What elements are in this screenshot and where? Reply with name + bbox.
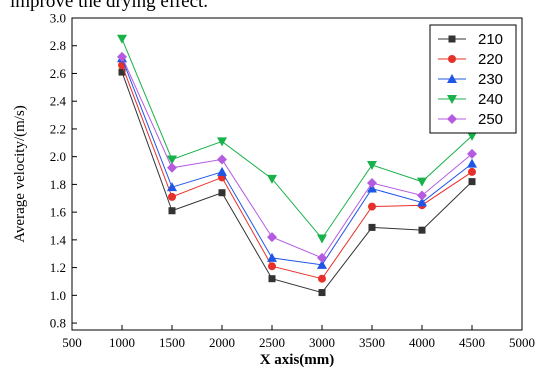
series-230 (117, 53, 477, 269)
y-axis-title: Average velocity/(m/s) (12, 105, 28, 243)
data-point-230 (217, 166, 227, 176)
data-point-230 (317, 259, 327, 269)
y-tick-label: 1.4 (50, 232, 67, 247)
data-point-240 (267, 174, 277, 184)
data-point-240 (417, 177, 427, 187)
x-tick-label: 5000 (509, 335, 535, 350)
y-tick-label: 2.2 (50, 121, 66, 136)
x-tick-label: 1000 (109, 335, 135, 350)
data-point-220 (168, 192, 176, 201)
y-tick-label: 2.6 (50, 66, 67, 81)
y-tick-label: 2.8 (50, 38, 66, 53)
data-point-250 (167, 162, 177, 173)
legend-marker-220 (448, 55, 456, 63)
y-tick-label: 2.0 (50, 149, 66, 164)
data-point-210 (268, 275, 276, 283)
series-240 (117, 34, 477, 244)
data-point-250 (467, 148, 477, 159)
series-line-250 (121, 56, 473, 259)
x-tick-label: 2500 (259, 335, 285, 350)
y-tick-label: 1.0 (50, 288, 66, 303)
x-axis-title: X axis(mm) (260, 352, 335, 368)
legend-label-250: 250 (478, 111, 503, 128)
y-tick-label: 1.2 (50, 260, 66, 275)
x-tick-label: 3500 (359, 335, 385, 350)
x-tick-label: 3000 (309, 335, 335, 350)
legend-label-210: 210 (478, 31, 503, 48)
legend-label-220: 220 (478, 51, 503, 68)
y-tick-label: 2.4 (50, 94, 67, 109)
x-tick-label: 500 (62, 335, 82, 350)
data-point-210 (168, 207, 176, 215)
data-point-240 (167, 155, 177, 165)
data-point-210 (368, 223, 376, 231)
series-line-210 (121, 71, 473, 294)
data-point-210 (118, 68, 126, 76)
legend-marker-210 (448, 35, 456, 43)
data-point-250 (417, 190, 427, 201)
data-point-250 (367, 178, 377, 189)
legend-label-240: 240 (478, 91, 503, 108)
axis-ticks: 500 1000 1500 2000 2500 3000 3500 4000 4500 5000 0… (50, 11, 535, 351)
legend-marker-230 (447, 74, 457, 83)
series-layer (117, 34, 477, 297)
y-tick-label: 1.8 (50, 177, 66, 192)
data-point-240 (467, 131, 477, 141)
data-point-250 (217, 154, 227, 165)
data-point-250 (117, 51, 127, 62)
plot-frame (71, 17, 523, 331)
data-point-240 (367, 160, 377, 170)
data-point-210 (318, 289, 326, 297)
data-point-230 (467, 158, 477, 168)
data-point-240 (317, 234, 327, 244)
y-tick-label: 3.0 (50, 11, 66, 26)
caption-text: improve the drying effect. (10, 0, 209, 12)
series-line-230 (121, 58, 473, 266)
y-tick-label: 1.6 (50, 205, 67, 220)
x-tick-label: 1500 (159, 335, 185, 350)
data-point-230 (367, 183, 377, 193)
data-point-240 (117, 34, 127, 44)
data-point-230 (417, 197, 427, 207)
data-point-210 (468, 178, 476, 186)
x-tick-label: 2000 (209, 335, 235, 350)
y-tick-label: 0.8 (50, 316, 66, 331)
legend-label-230: 230 (478, 71, 503, 88)
data-point-230 (267, 252, 277, 262)
legend-marker-250 (447, 114, 457, 124)
series-250 (117, 51, 477, 263)
data-point-210 (418, 226, 426, 234)
x-tick-label: 4000 (409, 335, 435, 350)
data-point-210 (218, 189, 226, 197)
series-line-240 (121, 38, 473, 240)
x-tick-label: 4500 (459, 335, 485, 350)
data-point-250 (267, 232, 277, 243)
series-210 (118, 68, 476, 297)
data-point-220 (318, 274, 326, 283)
data-point-220 (268, 262, 276, 271)
series-line-220 (121, 64, 473, 280)
data-point-220 (368, 202, 376, 211)
legend: 210 220 230 240 250 (429, 24, 517, 134)
data-point-240 (217, 137, 227, 147)
data-point-250 (317, 252, 327, 263)
data-point-230 (167, 182, 177, 192)
legend-marker-240 (447, 95, 457, 104)
data-point-220 (468, 167, 476, 176)
